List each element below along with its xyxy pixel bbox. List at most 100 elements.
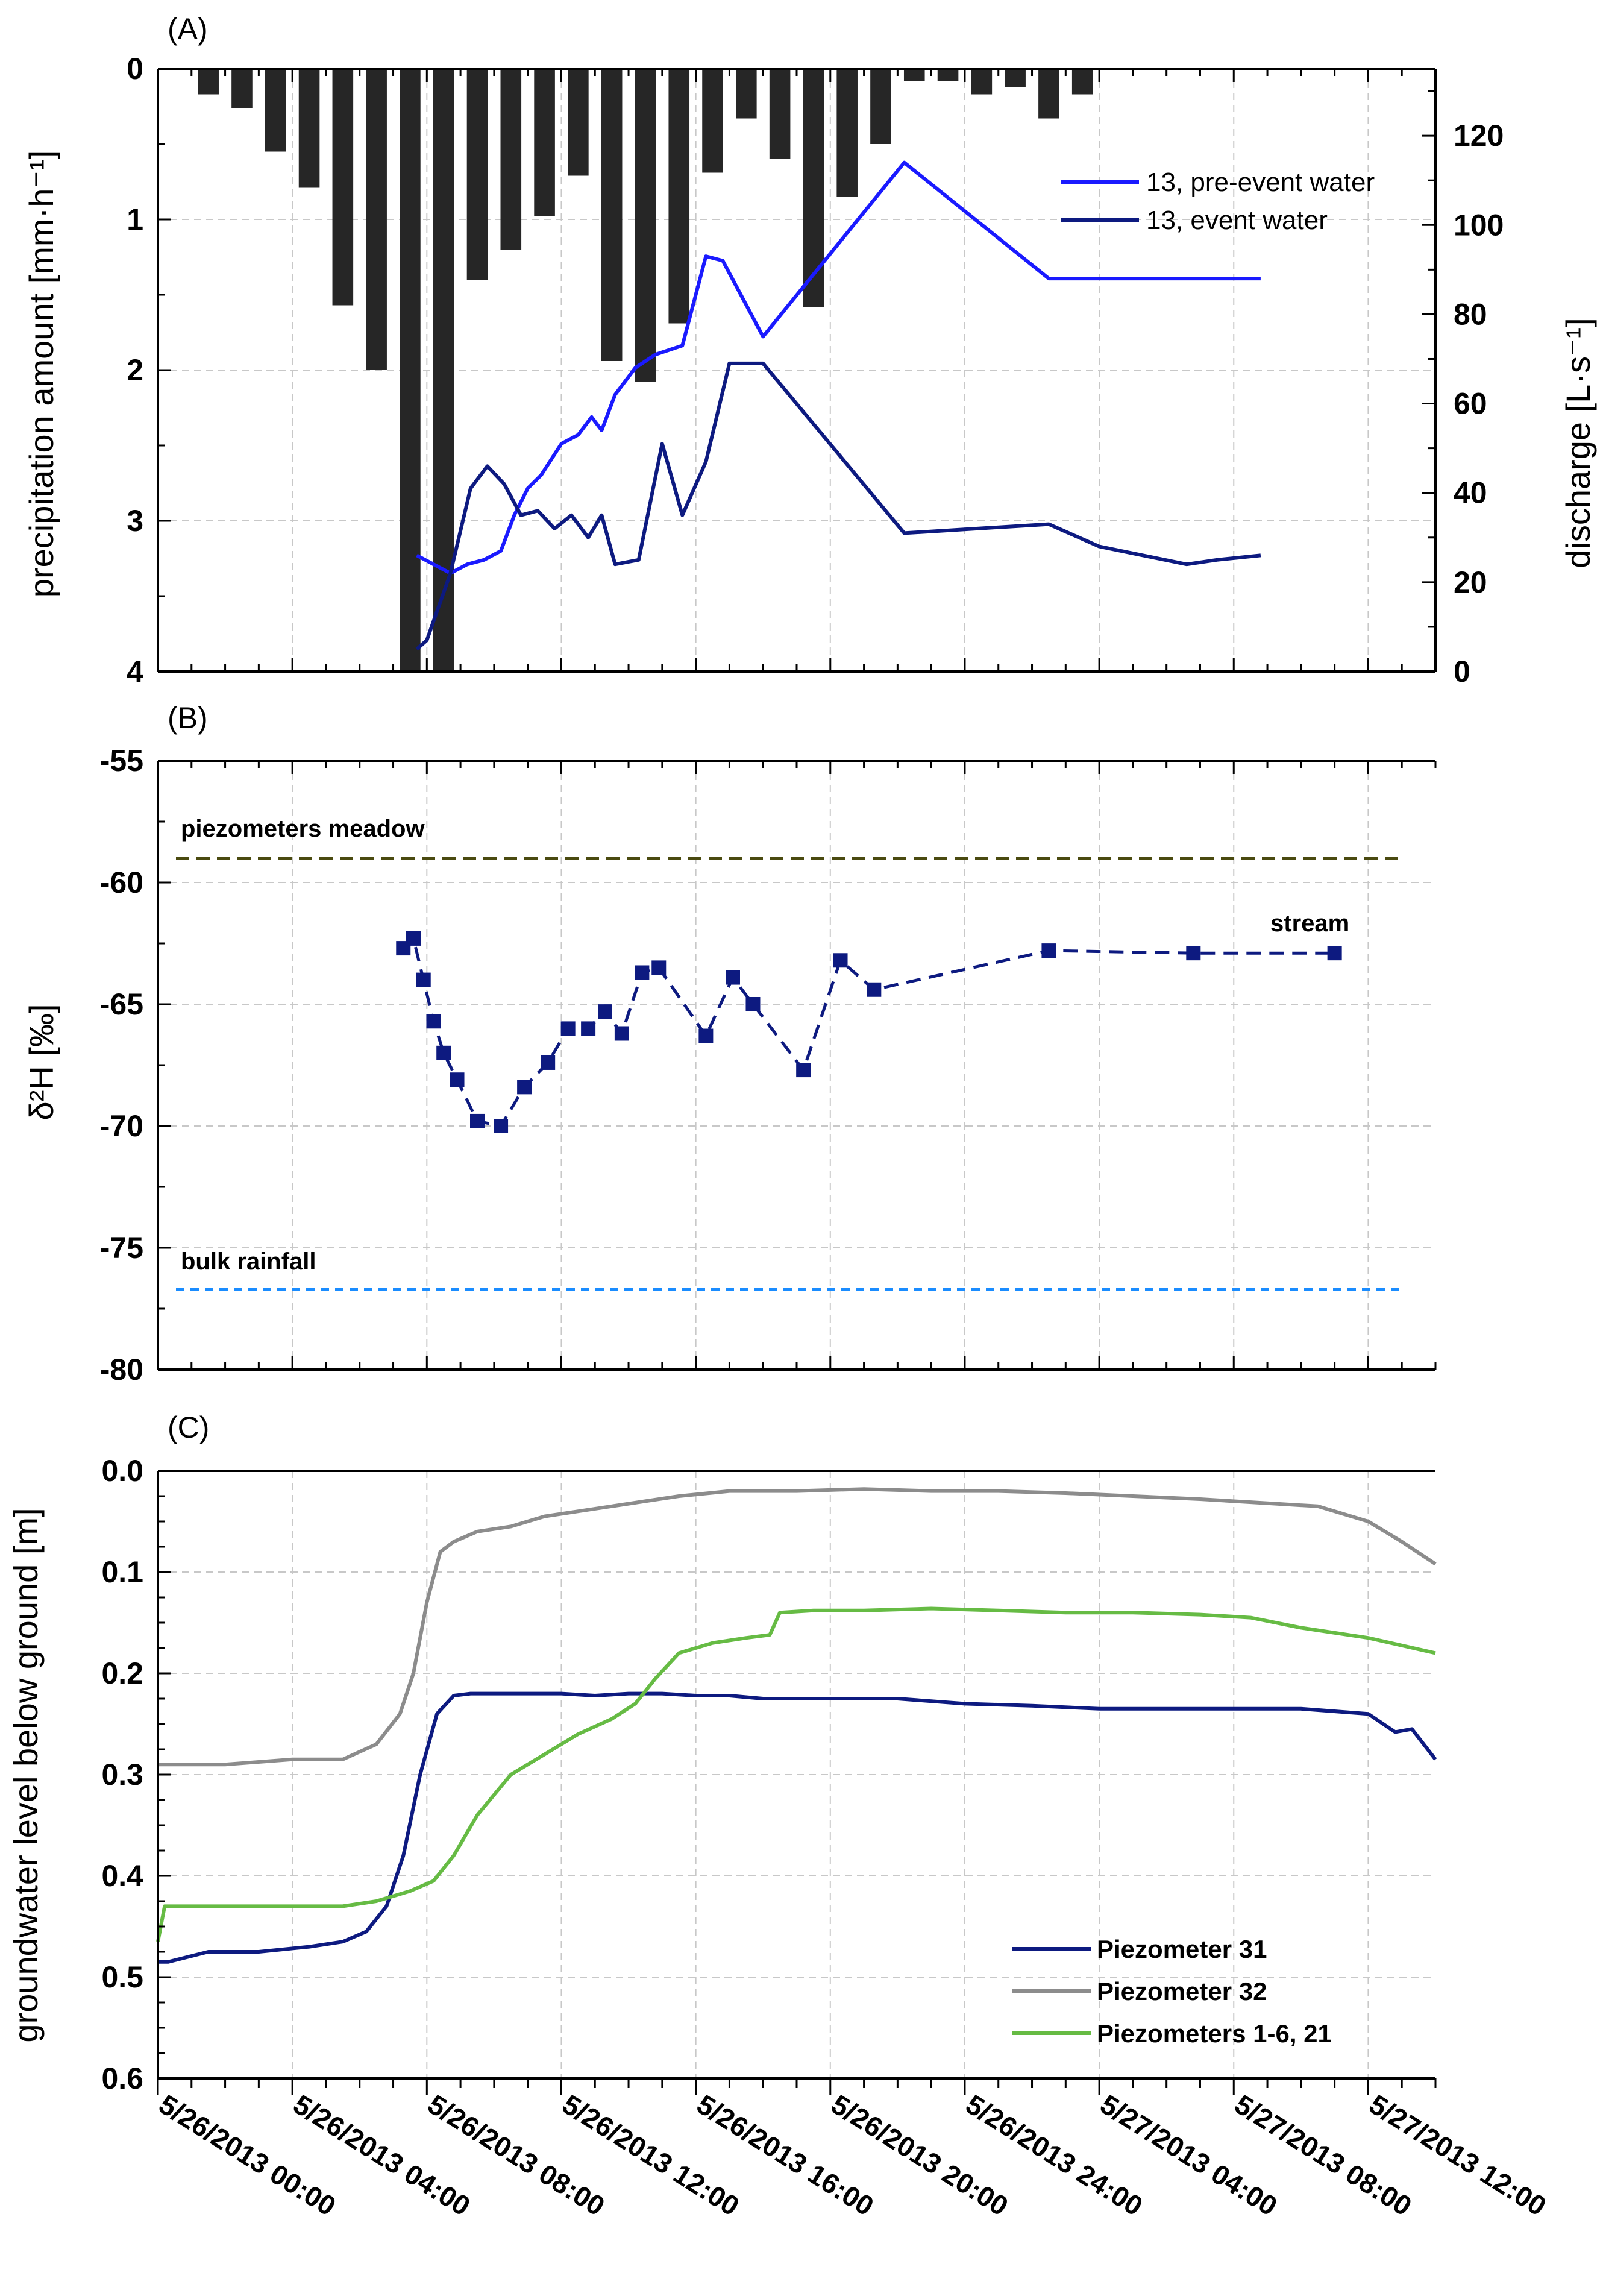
precipitation-bar [803,69,824,307]
precipitation-bar [332,69,354,306]
panel-b-y-tick-label: -65 [100,987,143,1021]
panel-a-y-tick-label: 2 [127,353,143,387]
stream-marker [494,1119,509,1133]
panel-b-y-tick-label: -80 [100,1353,143,1386]
piezometer-31-line [158,1691,1437,1964]
stream-marker [541,1055,556,1070]
panel-a-y-tick-label: 0 [127,52,143,86]
panel-b-y-tick-label: -75 [100,1231,143,1265]
stream-marker [560,1021,576,1036]
panel-c-y-tick-label: 0.6 [101,2062,143,2095]
panel-c-axes: 0.0 0.1 0.2 0.3 0.4 0.5 0.6 [101,1454,1437,2095]
stream-marker [1041,943,1056,958]
precipitation-bar [668,69,690,324]
panel-a-y2-tick-label: 40 [1454,476,1487,510]
stream-marker [406,931,421,946]
panel-b-reference-lines [176,857,1399,1291]
panel-a-legend: 13, pre-event water 13, event water [1061,168,1375,235]
stream-marker [833,953,848,968]
piezometers-1-6-21-line [156,1606,1436,1942]
panel-c-y-axis-title: groundwater level below ground [m] [7,1508,45,2042]
precipitation-bar [903,69,925,81]
panel-b-label: (B) [168,701,208,735]
panel-c-y-tick-label: 0.3 [101,1758,143,1791]
groundwater-lines [156,1487,1437,1964]
legend-label-piezometers-1-6-21: Piezometers 1-6, 21 [1097,2019,1332,2048]
precipitation-bar [736,69,757,119]
stream-marker [614,1026,629,1041]
precipitation-bar [198,69,219,95]
panel-a-label: (A) [168,12,208,46]
annotation-stream: stream [1270,910,1349,937]
panel-c-y-tick-label: 0.5 [101,1960,143,1994]
panel-c: 0.0 0.1 0.2 0.3 0.4 0.5 0.6 (C) groundwater le… [7,1411,1437,2095]
stream-marker [450,1072,465,1087]
precipitation-bar [702,69,723,173]
precipitation-bar [366,69,387,370]
stream-marker [598,1004,612,1019]
precipitation-bar [231,69,253,108]
precipitation-bars [198,69,1093,672]
precipitation-bar [971,69,993,95]
precipitation-bar [1071,69,1093,95]
precipitation-bar [500,69,522,250]
panel-c-y-tick-label: 0.4 [101,1859,143,1893]
stream-series [396,931,1342,1133]
stream-marker [867,982,882,997]
stream-marker [635,965,650,980]
panel-a-y2-tick-label: 0 [1454,655,1470,688]
panel-b: -55 -60 -65 -70 -75 -80 (B) δ²H [‰] piezomete… [22,701,1437,1386]
precipitation-bar [1038,69,1059,119]
panel-c-legend: Piezometer 31 Piezometer 32 Piezometers … [1012,1935,1332,2048]
panel-a-y2-tick-label: 20 [1454,565,1487,599]
precipitation-bar [601,69,623,361]
stream-marker [581,1021,596,1036]
stream-marker [426,1014,441,1029]
legend-label-event: 13, event water [1146,206,1328,235]
discharge-lines [415,160,1261,651]
stream-marker [517,1080,532,1095]
panel-a-y-axis-title: precipitation amount [mm·h⁻¹] [22,150,60,597]
panel-c-y-tick-label: 0.0 [101,1454,143,1488]
panel-b-y-tick-label: -60 [100,866,143,899]
legend-label-piezometer-31: Piezometer 31 [1097,1935,1267,1963]
stream-marker [1327,946,1342,961]
piezometer-32-line [158,1487,1437,1767]
panel-a-y-tick-label: 4 [127,655,143,688]
precipitation-bar [534,69,555,216]
precipitation-bar [769,69,791,159]
stream-marker [698,1028,714,1043]
panel-a-y2-tick-label: 60 [1454,387,1487,421]
panel-a-y2-tick-label: 100 [1454,208,1504,242]
pre-event-water-line [416,160,1261,575]
stream-marker [416,972,431,987]
panel-a-y2-tick-label: 80 [1454,297,1487,331]
stream-marker [745,997,761,1011]
event-water-line [415,361,1261,651]
panel-b-grid [158,761,1435,1370]
panel-a-grid [158,69,1435,672]
panel-a-y-tick-label: 1 [127,203,143,236]
precipitation-bar [265,69,286,152]
panel-a-y-tick-label: 3 [127,504,143,538]
panel-b-y-axis-title: δ²H [‰] [22,1004,60,1121]
stream-marker [726,970,740,985]
panel-c-y-tick-label: 0.2 [101,1656,143,1690]
panel-c-y-tick-label: 0.1 [101,1555,143,1589]
panel-a-y2-axis-title: discharge [L·s⁻¹] [1559,318,1597,568]
stream-marker [470,1113,485,1128]
panel-b-y-tick-label: -70 [100,1109,143,1143]
panel-b-axes: -55 -60 -65 -70 -75 -80 [100,744,1437,1386]
stream-marker [436,1045,451,1060]
precipitation-bar [937,69,959,81]
precipitation-bar [466,69,488,280]
legend-label-piezometer-32: Piezometer 32 [1097,1977,1267,2005]
precipitation-bar [298,69,320,188]
legend-label-pre-event: 13, pre-event water [1146,168,1375,197]
panel-b-y-tick-label: -55 [100,744,143,778]
precipitation-bar [1005,69,1026,87]
stream-marker [651,960,667,975]
annotation-bulk-rainfall: bulk rainfall [181,1248,316,1275]
